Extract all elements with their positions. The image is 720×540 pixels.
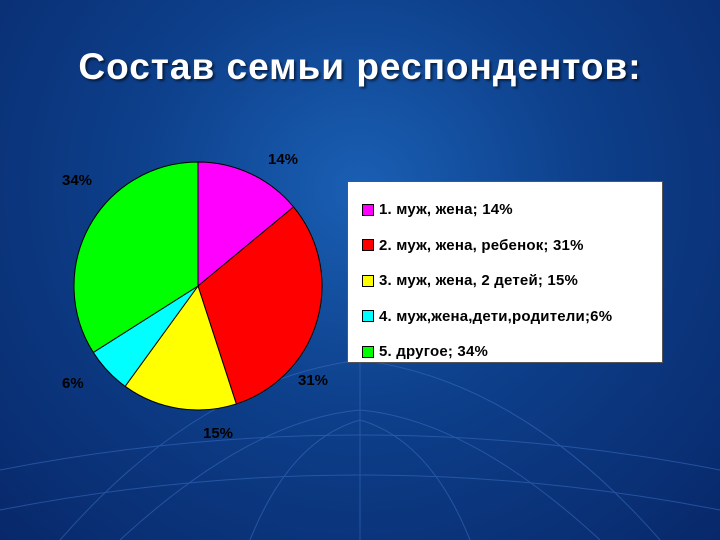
legend-label-3: 3. муж, жена, 2 детей; 15% [379, 272, 579, 290]
slice-value-label-5: 34% [62, 172, 92, 189]
slice-value-label-4: 6% [62, 375, 84, 392]
slide-title: Состав семьи респондентов: [78, 46, 642, 87]
legend-label-1: 1. муж, жена; 14% [379, 201, 513, 219]
chart-legend: 1. муж, жена; 14% 2. муж, жена, ребенок; … [347, 181, 663, 363]
legend-swatch-5 [362, 345, 374, 358]
pie-slice-5 [73, 161, 199, 354]
pie-slice-2 [197, 206, 323, 405]
legend-item-5: 5. другое; 34% [362, 334, 662, 370]
legend-label-5: 5. другое; 34% [379, 343, 489, 361]
pie-slice-3 [124, 284, 237, 411]
slice-value-label-1: 14% [268, 151, 298, 168]
legend-swatch-3 [362, 274, 374, 287]
legend-swatch-2 [362, 239, 374, 252]
slice-value-label-2: 31% [298, 372, 328, 389]
legend-label-4: 4. муж,жена,дети,родители;6% [379, 307, 613, 325]
legend-label-2: 2. муж, жена, ребенок; 31% [379, 236, 584, 254]
legend-swatch-1 [362, 203, 374, 216]
legend-swatch-4 [362, 310, 374, 323]
slice-value-label-3: 15% [203, 425, 233, 442]
pie-slice-1 [197, 161, 295, 288]
legend-item-3: 3. муж, жена, 2 детей; 15% [362, 263, 662, 299]
legend-item-4: 4. муж,жена,дети,родители;6% [362, 299, 662, 335]
legend-item-1: 1. муж, жена; 14% [362, 192, 662, 228]
legend-item-2: 2. муж, жена, ребенок; 31% [362, 228, 662, 264]
